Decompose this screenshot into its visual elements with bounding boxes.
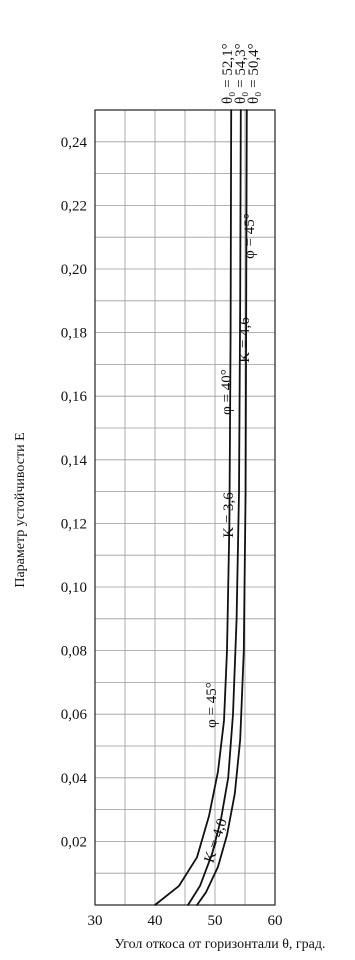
y-tick-labels: 0,02 0,04 0,06 0,08 0,10 0,12 0,14 0,16 0,18 0,20… xyxy=(61,135,88,851)
y-tick-label: 0,24 xyxy=(61,135,88,151)
curve-annotation: θ₀ = 50,4° xyxy=(246,43,262,104)
y-tick-label: 0,04 xyxy=(61,771,88,787)
y-tick-label: 0,16 xyxy=(61,389,88,405)
y-tick-label: 0,14 xyxy=(61,453,88,469)
x-tick-labels: 30 40 50 60 xyxy=(88,913,283,929)
x-tick-label: 30 xyxy=(88,913,103,929)
y-tick-label: 0,18 xyxy=(61,326,87,342)
series-curve xyxy=(196,109,248,906)
y-tick-label: 0,22 xyxy=(61,198,87,214)
curve-annotation: φ = 45° xyxy=(204,682,220,728)
curve-annotation: φ = 40° xyxy=(219,369,235,415)
x-axis-title: Угол откоса от горизонтали θ, град. xyxy=(115,937,326,952)
curve-annotation: K = 3,6 xyxy=(221,492,237,538)
y-tick-label: 0,12 xyxy=(61,516,87,532)
y-tick-label: 0,06 xyxy=(61,707,88,723)
y-axis-title: Параметр устойчивости E xyxy=(13,432,28,587)
series-curve xyxy=(187,109,242,906)
curve-annotation: θ₀ = 54,3° xyxy=(233,43,249,104)
series-curve xyxy=(154,109,233,906)
y-tick-label: 0,08 xyxy=(61,644,87,660)
curve-annotation: φ = 45° xyxy=(242,213,258,259)
y-tick-label: 0,20 xyxy=(61,262,87,278)
y-tick-label: 0,10 xyxy=(61,580,87,596)
x-tick-label: 60 xyxy=(268,913,283,929)
y-tick-label: 0,02 xyxy=(61,834,87,850)
curve-annotation: K = 4,6 xyxy=(237,317,253,363)
curve-annotation: θ₀ = 52,1° xyxy=(220,43,236,104)
x-tick-label: 50 xyxy=(208,913,223,929)
x-tick-label: 40 xyxy=(148,913,163,929)
plot-frame xyxy=(94,109,276,906)
chart-curves xyxy=(154,109,248,906)
